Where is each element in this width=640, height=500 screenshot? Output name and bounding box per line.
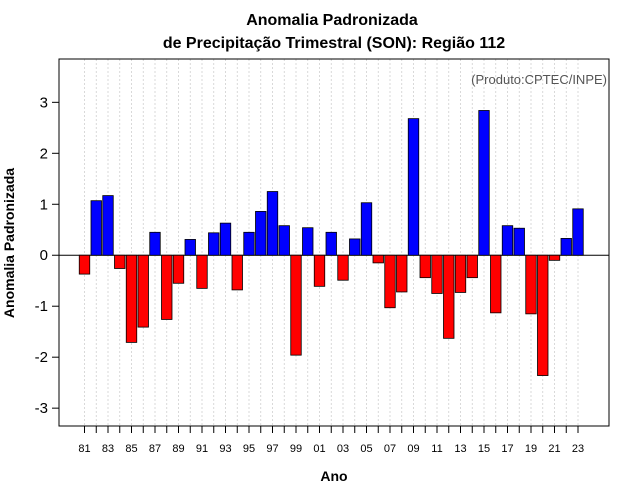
bar-2007 <box>384 254 396 309</box>
y-tick-label: -2 <box>35 349 48 366</box>
x-tick-label: 91 <box>196 443 208 455</box>
x-tick-label: 21 <box>548 443 560 455</box>
bar-2006 <box>372 254 384 264</box>
x-tick-label: 83 <box>102 443 114 455</box>
x-tick-label: 09 <box>407 443 419 455</box>
bar-2017 <box>501 225 514 256</box>
y-tick-label: 0 <box>40 247 48 264</box>
bar-2011 <box>431 254 443 294</box>
bars <box>78 110 584 376</box>
bar-2016 <box>490 254 502 314</box>
bar-2020 <box>537 254 549 376</box>
x-tick-label: 85 <box>125 443 137 455</box>
bar-2015 <box>478 110 490 256</box>
y-tick-label: -1 <box>35 298 48 315</box>
bar-2010 <box>419 254 431 279</box>
bar-2021 <box>548 254 561 261</box>
bar-1988 <box>161 254 173 320</box>
x-tick-label: 87 <box>149 443 161 455</box>
x-tick-label: 81 <box>78 443 90 455</box>
bar-2004 <box>349 238 361 256</box>
bar-2023 <box>572 208 584 256</box>
x-tick-label: 89 <box>172 443 184 455</box>
bar-1990 <box>184 239 196 256</box>
x-tick-label: 07 <box>384 443 396 455</box>
bar-2014 <box>466 254 478 279</box>
bar-2008 <box>396 254 408 293</box>
bar-1985 <box>125 254 138 343</box>
x-tick-label: 05 <box>360 443 372 455</box>
x-tick-label: 17 <box>501 443 513 455</box>
x-tick-label: 15 <box>478 443 490 455</box>
y-tick-label: -3 <box>35 400 48 417</box>
bar-2022 <box>560 238 572 256</box>
bar-2012 <box>443 254 455 339</box>
x-tick-label: 19 <box>525 443 537 455</box>
bar-1984 <box>114 254 126 269</box>
x-axis: 81 83 85 87 89 91 93 95 97 99 01 03 05 07 09 11 13 15 17 19… <box>78 426 584 455</box>
bar-1982 <box>90 200 102 256</box>
bar-2000 <box>302 227 314 256</box>
bar-1996 <box>255 211 267 256</box>
bar-1989 <box>172 254 185 284</box>
y-tick-label: 1 <box>40 196 48 213</box>
chart-title-line-1: Anomalia Padronizada <box>246 12 418 29</box>
x-tick-label: 97 <box>266 443 278 455</box>
bar-1994 <box>231 254 243 291</box>
bar-2003 <box>337 254 349 281</box>
bar-2018 <box>513 227 525 256</box>
bar-2001 <box>313 254 326 287</box>
y-tick-label: 2 <box>40 145 48 162</box>
bar-1991 <box>196 254 208 289</box>
bar-2005 <box>360 202 373 256</box>
bar-2002 <box>325 231 337 256</box>
x-tick-label: 99 <box>290 443 302 455</box>
bar-1992 <box>208 232 220 256</box>
bar-1983 <box>102 195 114 256</box>
bar-2013 <box>454 254 467 293</box>
bar-1999 <box>290 254 302 356</box>
bar-1986 <box>137 254 149 328</box>
plot-frame <box>58 58 610 427</box>
x-tick-label: 11 <box>431 443 442 455</box>
bar-1998 <box>278 225 290 256</box>
y-axis-title: Anomalia Padronizada <box>1 168 17 318</box>
x-tick-label: 93 <box>219 443 231 455</box>
bar-1987 <box>149 231 161 256</box>
x-tick-label: 95 <box>243 443 255 455</box>
bar-1981 <box>78 254 91 275</box>
x-axis-title: Ano <box>320 468 347 484</box>
x-tick-label: 03 <box>337 443 349 455</box>
x-tick-label: 01 <box>313 443 325 455</box>
y-axis: -3 -2 -1 0 1 2 3 <box>35 94 59 417</box>
y-tick-label: 3 <box>40 94 48 111</box>
bar-1993 <box>219 222 232 256</box>
bar-1997 <box>266 191 279 256</box>
credit-label: (Produto:CPTEC/INPE) <box>471 72 607 87</box>
x-tick-label: 23 <box>572 443 584 455</box>
bar-2009 <box>407 118 420 256</box>
x-tick-label: 13 <box>454 443 466 455</box>
chart-title-line-2: de Precipitação Trimestral (SON): Região… <box>163 35 505 52</box>
bar-2019 <box>525 254 537 315</box>
bar-1995 <box>243 231 255 256</box>
